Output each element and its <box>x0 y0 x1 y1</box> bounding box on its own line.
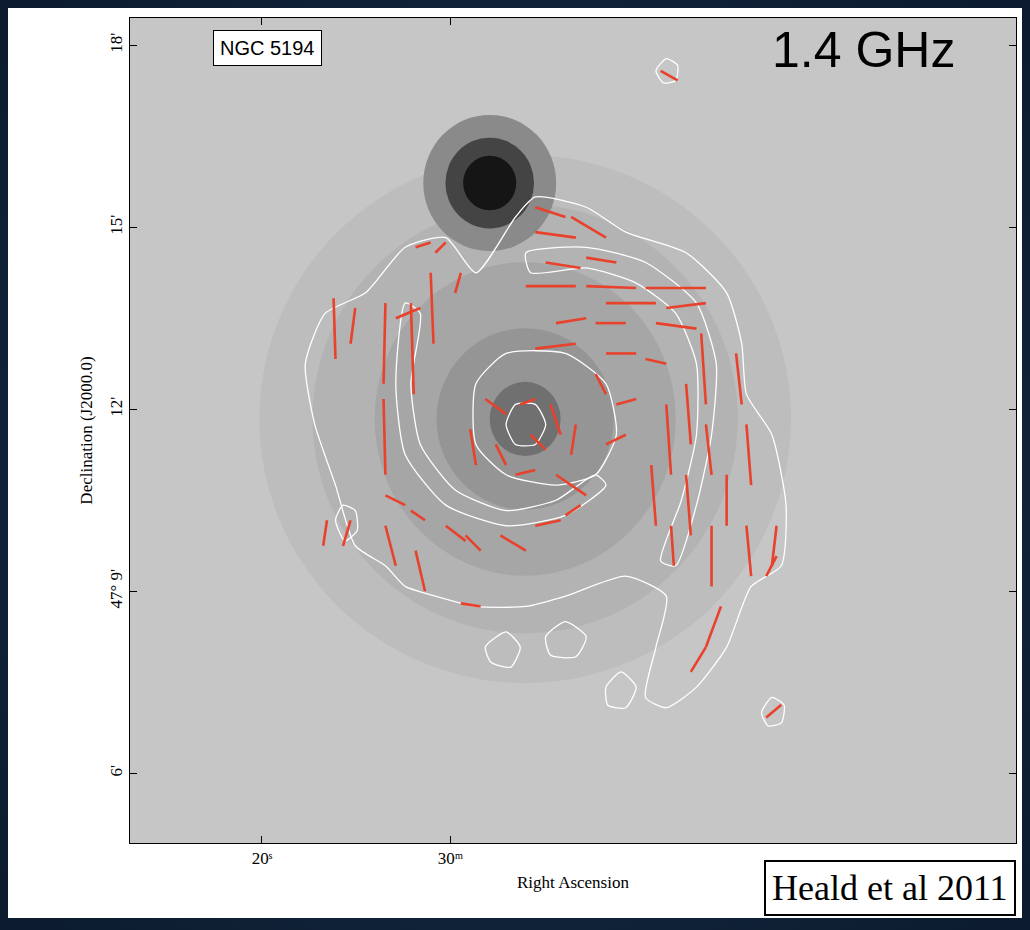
svg-text:Declination (J2000.0): Declination (J2000.0) <box>77 356 96 504</box>
svg-text:Right Ascension: Right Ascension <box>517 873 629 892</box>
svg-text:NGC 5194: NGC 5194 <box>220 37 315 59</box>
svg-text:12': 12' <box>107 397 126 417</box>
svg-text:15': 15' <box>107 215 126 235</box>
svg-text:30ᵐ: 30ᵐ <box>438 849 463 868</box>
svg-text:6': 6' <box>107 765 126 777</box>
svg-text:1.4 GHz: 1.4 GHz <box>772 22 955 78</box>
svg-text:Heald et al 2011: Heald et al 2011 <box>772 868 1008 908</box>
svg-text:18': 18' <box>107 33 126 53</box>
svg-text:20ˢ: 20ˢ <box>252 849 273 868</box>
svg-text:47° 9': 47° 9' <box>107 569 126 609</box>
